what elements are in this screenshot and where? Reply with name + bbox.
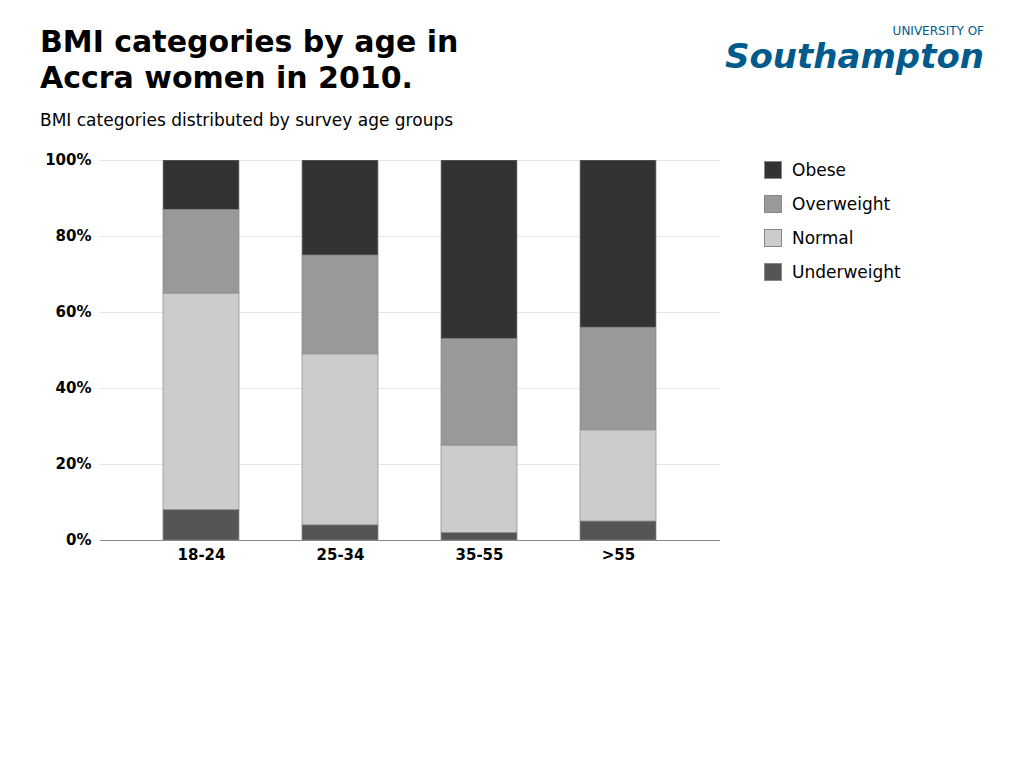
html-text:BMI categories distributed by: BMI categories distributed by survey age… [40,110,454,130]
html-text:Southampton: Southampton [725,36,984,76]
svg-text:80%: 80% [56,227,92,245]
svg-text:35-55: 35-55 [456,546,504,564]
html-text:UNIVERSITY OF: UNIVERSITY OF [892,24,984,38]
html-text:Normal: Normal [792,228,854,248]
svg-text:40%: 40% [56,379,92,397]
html-text:BMI categories by age in Accra: BMI categories by age in Accra women in … [40,24,459,95]
svg-text:100%: 100% [45,151,91,169]
svg-text:25-34: 25-34 [317,546,365,564]
svg-text:0%: 0% [66,531,91,549]
svg-text:60%: 60% [56,303,92,321]
html-text:Obese: Obese [792,160,846,180]
svg-text:>55: >55 [602,546,635,564]
svg-text:18-24: 18-24 [178,546,226,564]
html-text:Overweight: Overweight [792,194,891,214]
html-text:Underweight: Underweight [792,262,901,282]
svg-text:20%: 20% [56,455,92,473]
